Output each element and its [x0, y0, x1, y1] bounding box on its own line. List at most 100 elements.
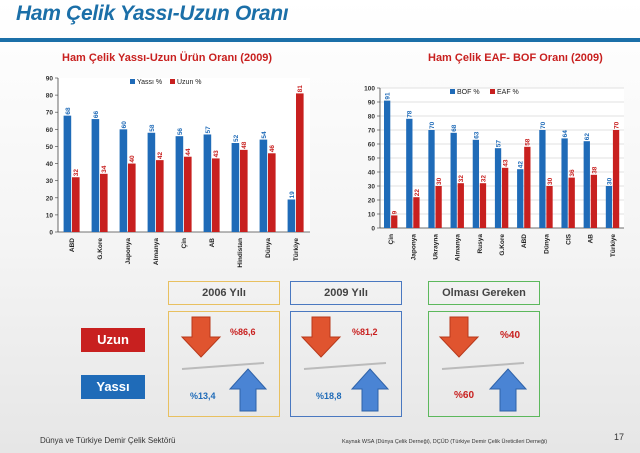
bar-b	[502, 167, 509, 228]
bar-b	[184, 156, 192, 232]
bar-a	[472, 139, 480, 228]
data-label: 68	[65, 107, 72, 115]
uzun-tag: Uzun	[81, 328, 145, 352]
bar-b	[612, 130, 620, 228]
data-label: 30	[436, 177, 443, 185]
bar-a	[287, 199, 296, 232]
bar-a	[91, 119, 100, 232]
arrows-2009	[300, 316, 390, 412]
x-tick-label: AB	[588, 234, 595, 244]
yassi-uzun-chart: 0 10 20 30 40 50 60 70 80 90 68 32 ABD 66 34 G.Kore 60 40…	[46, 76, 310, 268]
x-tick-label: Türkiye	[293, 238, 300, 262]
label-box-2006	[168, 281, 280, 305]
bar-b	[240, 149, 248, 232]
bar-a	[383, 100, 391, 228]
data-label: 68	[451, 124, 458, 132]
y-tick-label: 40	[46, 161, 54, 168]
data-label: 52	[233, 134, 240, 142]
data-label: 42	[518, 161, 525, 169]
x-tick-label: Almanya	[455, 234, 462, 261]
uzun-pct-target: %40	[500, 330, 521, 341]
y-tick-label: 70	[368, 128, 376, 135]
data-label: 38	[591, 166, 598, 174]
data-label: 40	[129, 155, 136, 163]
box-target	[428, 311, 540, 417]
y-tick-label: 20	[368, 198, 376, 205]
down-arrow-icon	[438, 316, 480, 358]
label-target: Olması Gereken	[442, 287, 526, 299]
label-2009: 2009 Yılı	[324, 287, 368, 299]
yassi-pct-target: %60	[454, 390, 475, 401]
uzun-pct-2009: %81,2	[352, 327, 378, 337]
bar-b	[435, 186, 442, 228]
data-label: 30	[606, 177, 613, 185]
down-arrow-icon	[300, 316, 342, 358]
bar-b	[546, 186, 553, 228]
x-tick-label: G.Kore	[97, 238, 104, 260]
bar-a	[517, 169, 524, 228]
data-label: 63	[473, 131, 480, 139]
x-tick-label: Rusya	[477, 234, 484, 254]
legend-swatch	[130, 79, 135, 84]
divider-line	[441, 362, 525, 370]
down-arrow-icon	[180, 316, 222, 358]
chart2-title: Ham Çelik EAF- BOF Oranı (2009)	[428, 52, 603, 64]
y-tick-label: 50	[368, 156, 376, 163]
legend-label: BOF %	[457, 89, 480, 96]
data-label: 78	[407, 110, 414, 118]
bar-a	[231, 143, 240, 232]
x-tick-label: CIS	[566, 233, 573, 245]
x-tick-label: Ukrayna	[432, 234, 439, 260]
legend-label: EAF %	[497, 89, 519, 96]
up-arrow-icon	[488, 368, 528, 412]
data-label: 54	[261, 131, 268, 139]
arrows-2006	[180, 316, 268, 412]
data-label: 36	[569, 169, 576, 177]
data-label: 58	[525, 138, 532, 146]
bar-a	[119, 129, 128, 232]
up-arrow-icon	[228, 368, 268, 412]
y-tick-label: 80	[46, 93, 54, 100]
legend-label: Uzun %	[177, 79, 202, 86]
bar-b	[100, 173, 108, 232]
label-box-target	[428, 281, 540, 305]
legend-swatch	[170, 79, 175, 84]
data-label: 58	[149, 124, 156, 132]
bar-a	[175, 136, 184, 232]
data-label: 81	[297, 85, 304, 93]
data-label: 32	[458, 175, 465, 183]
bar-a	[583, 141, 590, 228]
data-label: 64	[562, 130, 569, 138]
data-label: 30	[547, 177, 554, 185]
bar-b	[156, 160, 164, 232]
y-tick-label: 20	[46, 195, 54, 202]
x-tick-label: AB	[209, 238, 216, 248]
data-label: 57	[205, 126, 212, 134]
legend-label: Yassı %	[137, 79, 162, 86]
bar-a	[428, 130, 435, 228]
data-label: 32	[73, 169, 80, 177]
page-number: 17	[614, 432, 625, 442]
data-label: 60	[121, 121, 128, 129]
x-tick-label: Japonya	[125, 238, 132, 265]
y-tick-label: 60	[368, 142, 376, 149]
label-2006: 2006 Yılı	[202, 287, 246, 299]
bar-a	[147, 132, 156, 232]
data-label: 66	[93, 110, 100, 118]
footer-sector: Dünya ve Türkiye Demir Çelik Sektörü	[40, 436, 176, 445]
y-tick-label: 100	[364, 86, 375, 93]
footer-source: Kaynak WSA (Dünya Çelik Derneği), DÇÜD (…	[342, 439, 548, 445]
data-label: 48	[241, 141, 248, 149]
y-tick-label: 80	[368, 114, 376, 121]
data-label: 9	[392, 210, 399, 214]
data-label: 46	[269, 145, 276, 153]
data-label: 44	[185, 148, 192, 156]
bar-a	[450, 132, 457, 228]
y-tick-label: 10	[368, 212, 376, 219]
y-tick-label: 90	[46, 76, 54, 83]
data-label: 70	[613, 121, 620, 129]
legend-swatch	[450, 89, 455, 94]
x-tick-label: Japonya	[410, 234, 417, 261]
data-label: 32	[480, 175, 487, 183]
slide-title: Ham Çelik Yassı-Uzun Oranı	[16, 2, 289, 25]
